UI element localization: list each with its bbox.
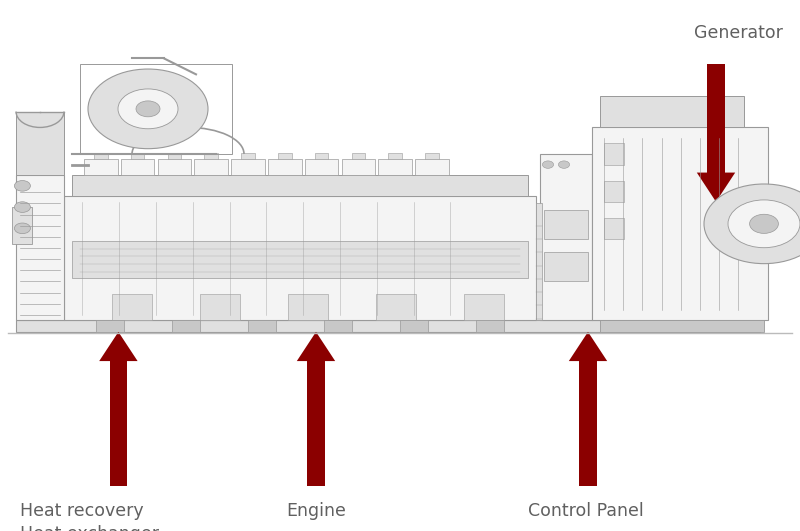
Bar bbox=[72, 241, 528, 278]
Bar bbox=[307, 361, 325, 486]
Polygon shape bbox=[569, 332, 607, 361]
Bar bbox=[278, 153, 291, 159]
Bar bbox=[400, 320, 428, 332]
Bar bbox=[16, 112, 64, 175]
Circle shape bbox=[542, 161, 554, 168]
Bar bbox=[168, 153, 181, 159]
Bar bbox=[476, 320, 504, 332]
Bar bbox=[604, 143, 624, 165]
Bar bbox=[64, 196, 536, 320]
Bar bbox=[600, 96, 744, 127]
Bar bbox=[194, 159, 228, 175]
Bar bbox=[16, 175, 64, 320]
Bar bbox=[242, 153, 254, 159]
Bar bbox=[600, 320, 764, 332]
Bar bbox=[544, 252, 588, 281]
Circle shape bbox=[136, 101, 160, 117]
Bar bbox=[72, 175, 528, 196]
Bar bbox=[544, 210, 588, 239]
Bar bbox=[315, 153, 328, 159]
Bar bbox=[158, 159, 191, 175]
Circle shape bbox=[558, 161, 570, 168]
Bar bbox=[84, 159, 118, 175]
Bar bbox=[579, 361, 597, 486]
Polygon shape bbox=[297, 332, 335, 361]
Bar bbox=[16, 320, 760, 332]
Bar bbox=[378, 159, 412, 175]
Bar bbox=[94, 153, 107, 159]
Bar bbox=[536, 203, 542, 320]
Bar bbox=[324, 320, 352, 332]
Bar bbox=[592, 127, 768, 320]
Bar bbox=[110, 361, 127, 486]
Bar bbox=[248, 320, 276, 332]
Bar bbox=[121, 159, 154, 175]
Text: Control Panel: Control Panel bbox=[528, 502, 644, 520]
Circle shape bbox=[118, 89, 178, 129]
Bar bbox=[540, 154, 592, 320]
Bar bbox=[376, 294, 416, 320]
Circle shape bbox=[750, 215, 778, 234]
Circle shape bbox=[88, 69, 208, 149]
Text: Generator: Generator bbox=[694, 24, 783, 42]
Circle shape bbox=[704, 184, 800, 264]
Bar bbox=[172, 320, 200, 332]
Circle shape bbox=[14, 223, 30, 234]
Bar bbox=[131, 153, 144, 159]
Circle shape bbox=[14, 181, 30, 191]
Bar bbox=[288, 294, 328, 320]
Bar bbox=[352, 153, 365, 159]
Bar bbox=[80, 64, 232, 154]
Bar bbox=[200, 294, 240, 320]
Bar bbox=[604, 218, 624, 239]
Bar bbox=[305, 159, 338, 175]
Bar bbox=[96, 320, 124, 332]
Bar bbox=[415, 159, 449, 175]
Bar bbox=[112, 294, 152, 320]
Bar bbox=[389, 153, 402, 159]
Bar bbox=[342, 159, 375, 175]
Bar bbox=[604, 181, 624, 202]
Bar bbox=[231, 159, 265, 175]
Bar bbox=[707, 64, 725, 173]
Bar bbox=[12, 207, 32, 244]
Circle shape bbox=[728, 200, 800, 247]
Bar bbox=[464, 294, 504, 320]
Circle shape bbox=[14, 202, 30, 212]
Polygon shape bbox=[697, 173, 735, 202]
Text: Heat recovery
Heat exchanger: Heat recovery Heat exchanger bbox=[20, 502, 159, 531]
Bar bbox=[205, 153, 218, 159]
Text: Engine: Engine bbox=[286, 502, 346, 520]
Polygon shape bbox=[99, 332, 138, 361]
Bar bbox=[268, 159, 302, 175]
Bar bbox=[426, 153, 438, 159]
